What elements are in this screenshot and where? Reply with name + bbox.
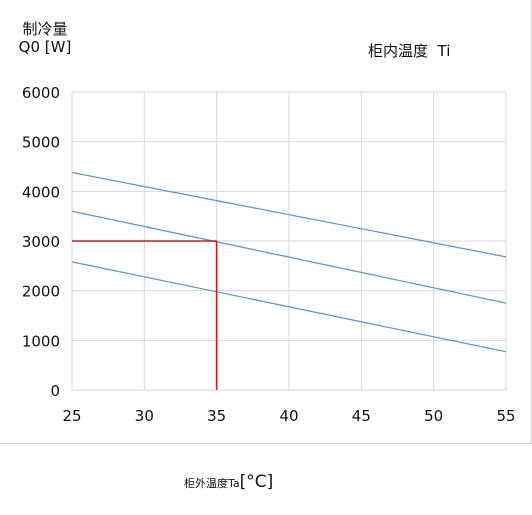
x-tick-label: 45 xyxy=(352,407,371,425)
chart-plot: 25 30 35 40 45 50 55 0 1000 2000 3000 4000 5000 6000 xyxy=(22,84,516,425)
x-tick-label: 35 xyxy=(207,407,226,425)
series-line xyxy=(71,261,507,353)
y-axis-unit: Q0 [W] xyxy=(18,38,72,56)
y-tick-label: 5000 xyxy=(22,134,60,152)
y-tick-label: 1000 xyxy=(22,332,60,350)
x-tick-label: 55 xyxy=(496,407,515,425)
x-axis-title-name: 柜外温度Ta xyxy=(184,477,240,490)
series-line xyxy=(71,210,507,304)
x-axis-title-unit: [°C] xyxy=(239,472,274,492)
series-title: 柜内温度 Ti xyxy=(368,42,451,60)
x-axis-title: 柜外温度Ta[°C] xyxy=(184,472,273,492)
x-tick-label: 30 xyxy=(135,407,154,425)
y-tick-label: 0 xyxy=(50,382,60,400)
y-tick-label: 3000 xyxy=(22,233,60,251)
y-tick-label: 2000 xyxy=(22,283,60,301)
series-line xyxy=(71,171,507,258)
x-tick-label: 50 xyxy=(424,407,443,425)
x-tick-label: 25 xyxy=(62,407,81,425)
y-tick-label: 4000 xyxy=(22,183,60,201)
y-tick-label: 6000 xyxy=(22,84,60,102)
y-axis-title: 制冷量 xyxy=(22,20,68,38)
x-tick-label: 40 xyxy=(279,407,298,425)
